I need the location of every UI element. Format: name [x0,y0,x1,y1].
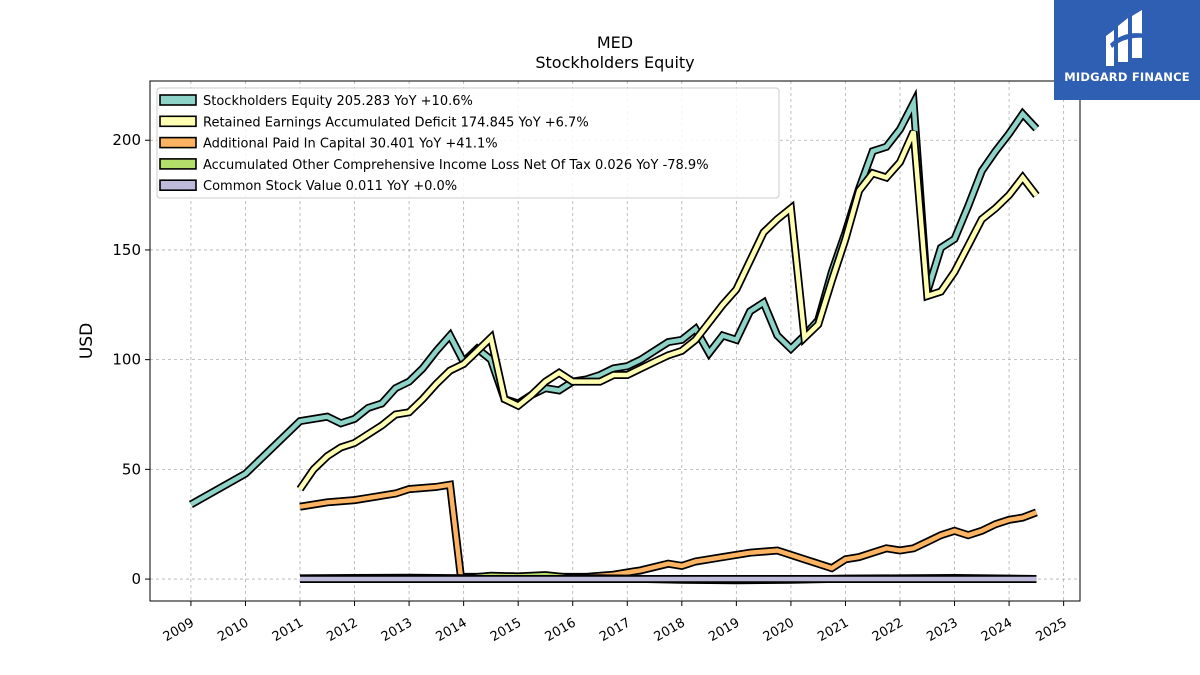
midgard-logo-mark-icon [1106,10,1146,66]
y-axis-label: USD [77,323,97,359]
legend-entry: Stockholders Equity 205.283 YoY +10.6% [203,94,473,109]
x-tick-label: 2016 [543,615,579,645]
x-tick-label: 2020 [761,615,797,645]
legend: Stockholders Equity 205.283 YoY +10.6% Re… [156,87,780,199]
legend-swatch [159,179,197,191]
legend-entry: Common Stock Value 0.011 YoY +0.0% [203,179,457,194]
x-tick-label: 2015 [488,615,524,645]
midgard-finance-logo: MIDGARD FINANCE [1054,0,1200,100]
x-tick-label: 2013 [379,615,415,645]
plot-frame [149,80,1081,602]
x-tick-label: 2017 [597,615,633,645]
y-tick-label: 100 [112,351,141,369]
series-line [189,94,1039,507]
x-tick-label: 2022 [870,615,906,645]
series-0 [188,88,1040,508]
y-tick-label: 150 [112,241,141,259]
logo-text: MIDGARD FINANCE [1064,70,1190,84]
x-tick-label: 2018 [652,615,688,645]
series-1 [296,129,1040,492]
legend-swatch [159,136,197,149]
series-line [299,482,1038,580]
legend-box [156,87,780,199]
x-tick-label: 2025 [1033,615,1069,645]
x-tick-label: 2019 [706,615,742,645]
series-line [298,130,1039,491]
chart-title: MED [596,33,634,52]
x-tick-label: 2023 [924,615,960,645]
y-axis-ticks: 0 50 100 150 200 [112,131,150,588]
x-tick-label: 2009 [161,615,197,645]
legend-swatch [159,94,197,106]
x-tick-label: 2024 [979,615,1015,645]
legend-entry: Retained Earnings Accumulated Deficit 17… [203,115,589,130]
series-layer [188,88,1040,585]
legend-swatch [159,158,197,170]
x-axis-ticks: 2009 2010 2011 2012 2013 2014 2015 2016 2017 2018… [161,601,1070,645]
y-tick-label: 0 [131,570,141,588]
series-2 [299,480,1038,581]
x-tick-label: 2011 [270,615,306,645]
x-tick-label: 2021 [815,615,851,645]
y-tick-label: 200 [112,131,141,149]
legend-swatch [159,115,197,128]
chart-subtitle: Stockholders Equity [535,53,695,72]
x-tick-label: 2012 [324,615,360,645]
x-tick-label: 2010 [215,615,251,645]
y-tick-label: 50 [122,460,141,478]
legend-entry: Accumulated Other Comprehensive Income L… [203,158,709,173]
x-tick-label: 2014 [433,615,469,645]
legend-entry: Additional Paid In Capital 30.401 YoY +4… [203,137,498,152]
